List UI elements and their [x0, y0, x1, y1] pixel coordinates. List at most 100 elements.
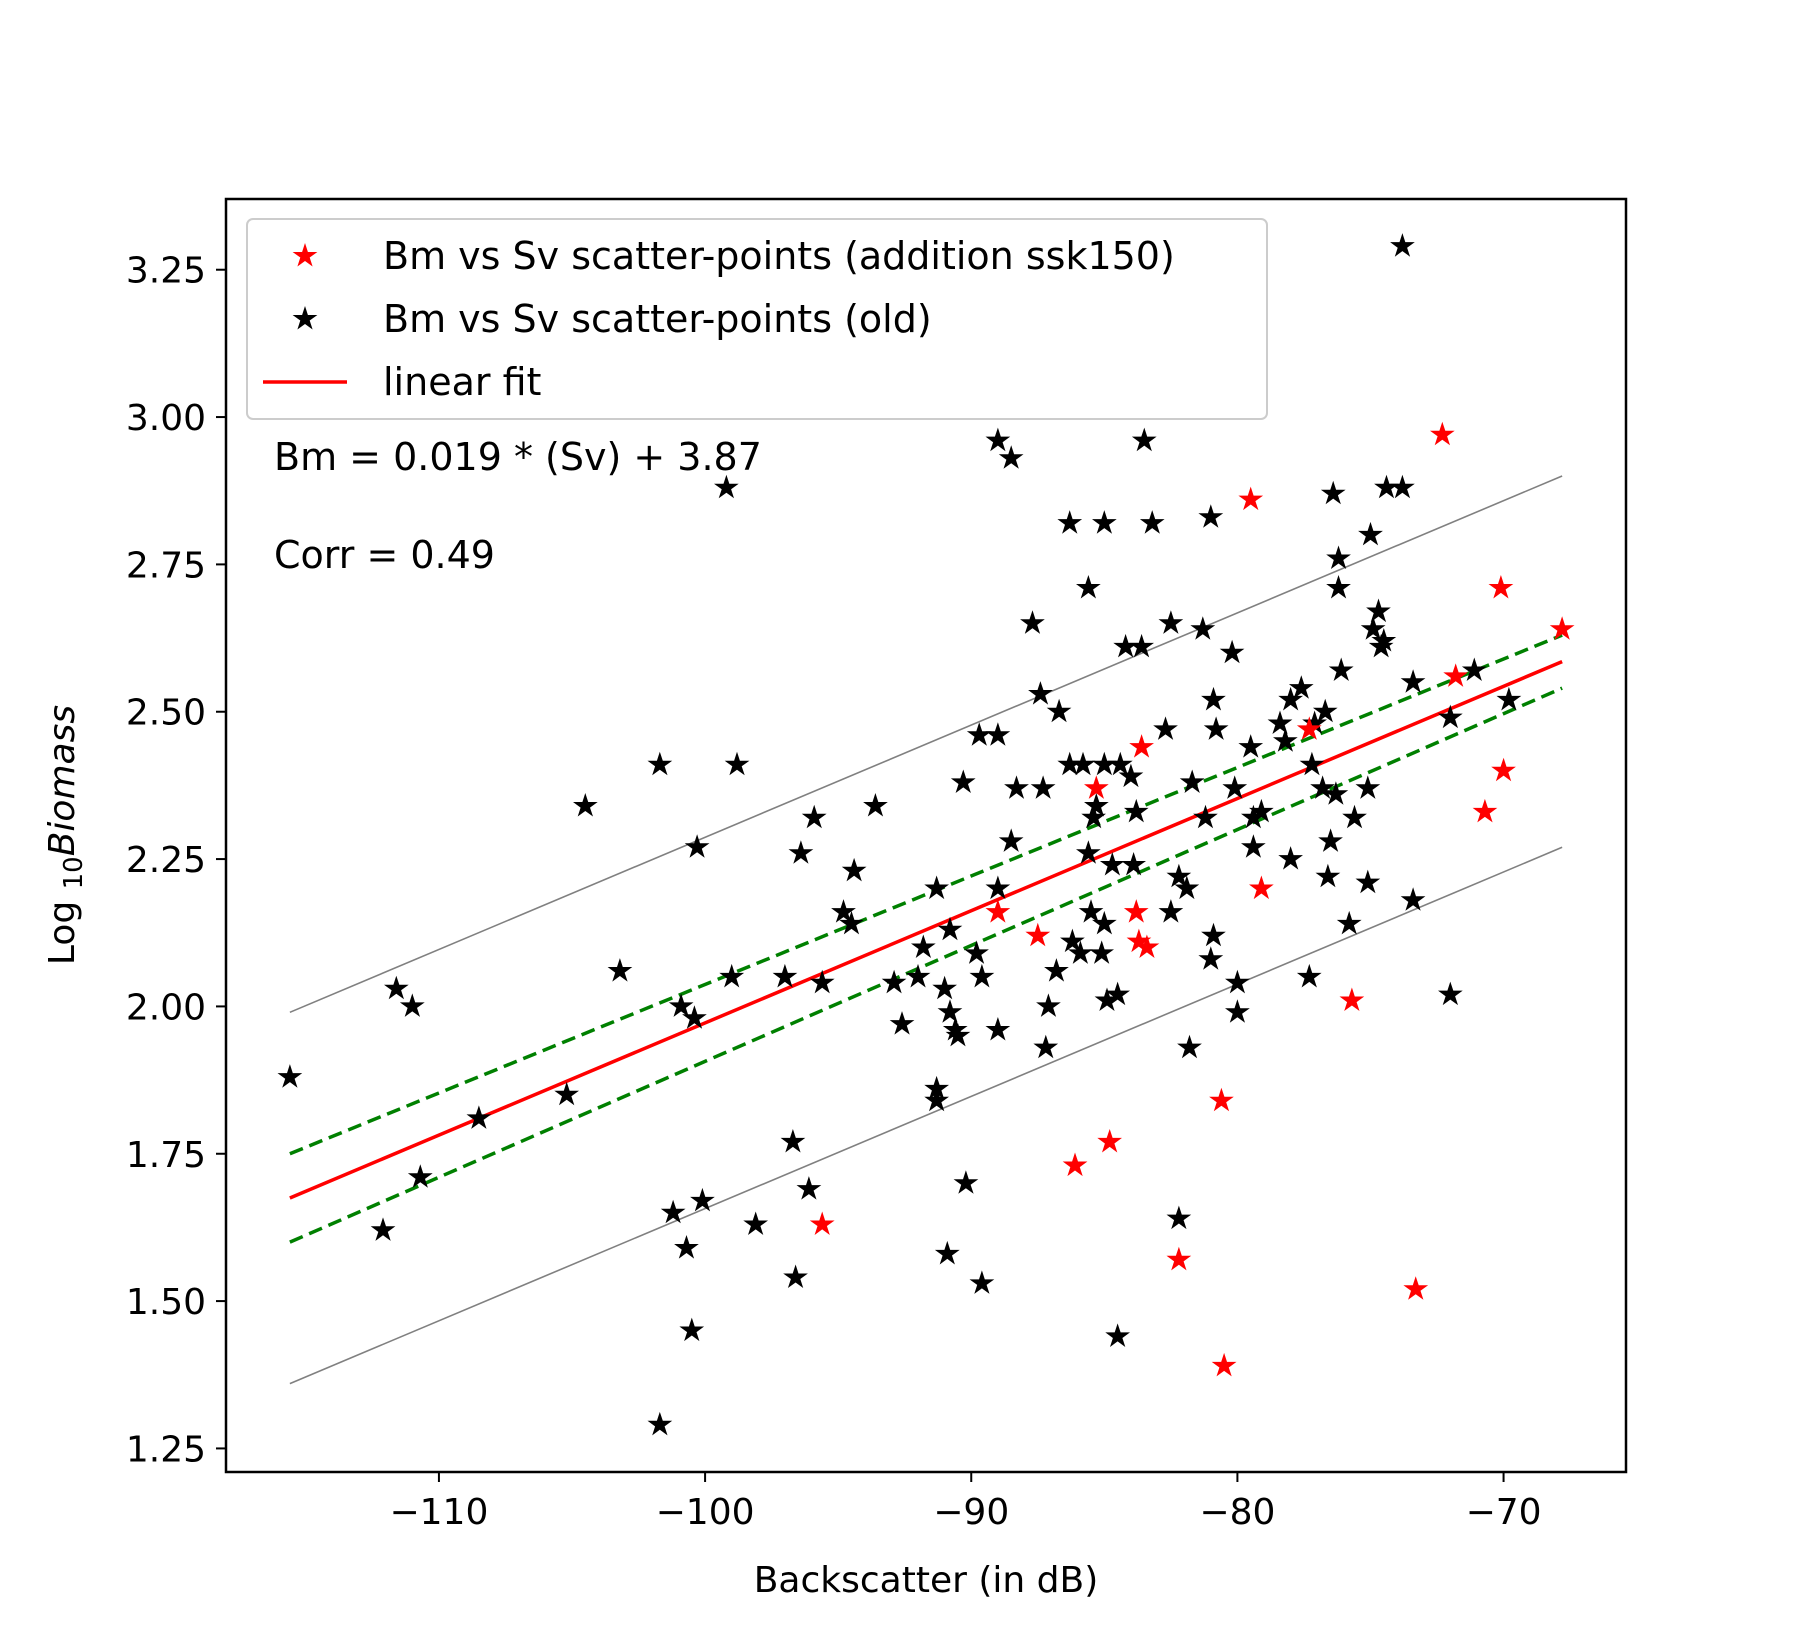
data-point-old	[466, 1105, 492, 1129]
data-point-old	[1118, 763, 1144, 788]
data-point-old	[1320, 480, 1346, 505]
y-tick-label: 2.50	[126, 693, 206, 734]
data-point-old	[985, 1017, 1011, 1041]
data-point-old	[1076, 575, 1101, 599]
data-point-old	[1241, 804, 1266, 829]
data-point-old	[1310, 775, 1335, 799]
data-point-old	[1089, 940, 1114, 964]
data-point-old	[934, 1240, 960, 1265]
data-point-old	[714, 474, 739, 499]
data-point-old	[1198, 504, 1224, 528]
data-point-old	[668, 993, 694, 1017]
data-point-old	[1273, 728, 1298, 752]
x-tick-label: −90	[933, 1492, 1009, 1533]
data-point-addition	[1123, 899, 1149, 923]
data-point-addition	[1062, 1152, 1088, 1177]
plot-frame	[224, 197, 1628, 1474]
data-point-old	[1371, 628, 1397, 652]
data-point-old	[1129, 633, 1154, 658]
y-tick-label: 1.75	[126, 1135, 206, 1176]
data-point-old	[1438, 981, 1463, 1006]
data-point-old	[1312, 698, 1338, 723]
x-tick-label: −100	[656, 1492, 755, 1533]
y-axis-label-main: Biomass	[42, 705, 83, 856]
data-point-old	[1092, 751, 1117, 776]
data-point-old	[1201, 922, 1226, 947]
data-point-old	[1099, 852, 1125, 876]
data-point-old	[1438, 704, 1463, 729]
legend-items: Bm vs Sv scatter-points (addition ssk150…	[263, 234, 1175, 404]
data-point-old	[407, 1164, 433, 1188]
data-point-old	[1355, 869, 1381, 894]
y-axis: 1.25 1.50 1.75 2.00 2.25 2.50 2.75 3.00 3.25	[126, 251, 226, 1470]
data-point-old	[554, 1081, 579, 1106]
data-point-old	[1057, 751, 1083, 776]
data-point-old	[1070, 751, 1096, 776]
data-point-addition	[1211, 1352, 1237, 1377]
data-point-old	[1222, 775, 1248, 799]
confidence-band-line	[289, 686, 1563, 1244]
y-tick-label: 3.25	[126, 251, 206, 292]
data-point-old	[998, 445, 1024, 469]
data-point-old	[684, 834, 710, 858]
data-point-old	[674, 1235, 699, 1259]
data-point-old	[1060, 928, 1085, 953]
data-point-old	[690, 1187, 715, 1212]
data-point-addition	[1126, 928, 1152, 953]
y-axis-label: Log 10Biomass	[42, 705, 89, 965]
data-point-old	[370, 1217, 396, 1241]
data-point-old	[1153, 716, 1178, 740]
data-point-old	[1390, 474, 1415, 499]
data-point-old	[1033, 1034, 1059, 1059]
data-point-old	[1198, 946, 1224, 970]
legend: Bm vs Sv scatter-points (addition ssk150…	[246, 218, 1268, 420]
data-point-old	[1241, 834, 1266, 858]
legend-label: linear fit	[383, 360, 541, 404]
data-point-old	[1166, 1205, 1192, 1230]
data-point-old	[942, 1017, 968, 1041]
data-point-old	[950, 769, 976, 793]
data-point-old	[1107, 751, 1133, 776]
data-point-old	[682, 1005, 707, 1029]
data-point-old	[1201, 686, 1226, 711]
data-point-old	[1368, 633, 1394, 658]
data-point-addition	[1129, 734, 1154, 758]
prediction-band-line	[289, 846, 1563, 1385]
data-point-old	[796, 1176, 822, 1200]
data-point-old	[1131, 427, 1157, 452]
data-point-old	[1366, 598, 1391, 623]
data-point-addition	[1238, 486, 1264, 511]
data-point-old	[1299, 751, 1325, 776]
data-point-old	[1078, 899, 1104, 923]
data-point-addition	[1166, 1246, 1192, 1271]
data-point-old	[724, 751, 750, 776]
data-point-old	[1323, 781, 1349, 805]
data-point-old	[985, 875, 1011, 900]
equation-annotation: Bm = 0.019 * (Sv) + 3.87	[274, 435, 762, 479]
data-point-old	[1318, 828, 1343, 852]
data-point-old	[863, 793, 888, 817]
data-point-old	[384, 975, 409, 1000]
data-point-addition	[1403, 1276, 1429, 1300]
data-point-old	[1203, 716, 1229, 740]
data-point-old	[953, 1170, 979, 1194]
data-point-old	[1081, 804, 1106, 829]
legend-box	[246, 218, 1268, 420]
data-point-addition	[1339, 987, 1365, 1011]
data-point-old	[945, 1022, 971, 1047]
data-point-old	[1225, 999, 1250, 1023]
data-point-old	[647, 751, 673, 776]
data-point-old	[1288, 675, 1314, 699]
data-point-old	[1355, 775, 1381, 799]
data-point-old	[1084, 793, 1109, 817]
y-tick-label: 3.00	[126, 398, 206, 439]
data-point-old	[998, 828, 1024, 852]
data-point-old	[964, 940, 989, 964]
data-point-old	[1092, 910, 1117, 935]
data-point-old	[1028, 681, 1053, 705]
data-point-old	[937, 999, 963, 1023]
data-point-addition	[1488, 575, 1514, 599]
data-point-addition	[1443, 663, 1468, 687]
confidence-band-line	[289, 633, 1563, 1156]
y-tick-label: 1.25	[126, 1429, 206, 1470]
